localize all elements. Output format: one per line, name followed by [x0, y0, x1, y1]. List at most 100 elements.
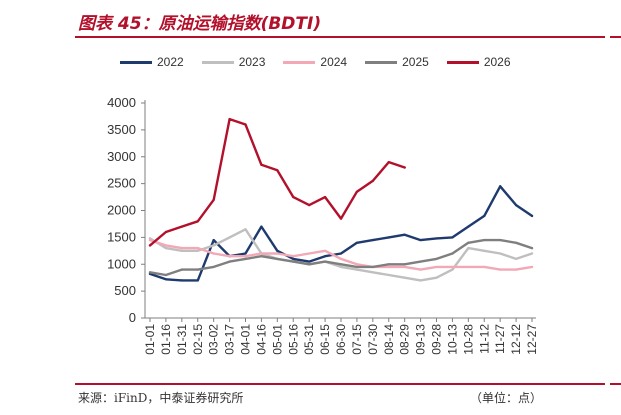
legend-swatch [120, 60, 152, 64]
data-point-2022 [387, 236, 390, 239]
data-point-2026 [355, 190, 359, 193]
data-point-2025 [228, 260, 231, 263]
legend-label: 2025 [402, 55, 429, 69]
legend-label: 2022 [157, 55, 184, 69]
data-point-2024 [292, 255, 295, 258]
y-tick-label: 3000 [107, 149, 136, 164]
data-point-2025 [483, 238, 486, 242]
data-point-2025 [260, 255, 263, 258]
x-tick-label: 01-16 [159, 324, 173, 355]
x-tick-label: 07-30 [366, 324, 380, 355]
data-point-2026 [323, 195, 327, 199]
y-tick-label: 4000 [107, 95, 136, 110]
data-point-2022 [403, 233, 406, 236]
data-point-2023 [164, 247, 168, 250]
y-tick-label: 1000 [107, 256, 136, 271]
data-point-2022 [355, 241, 359, 244]
data-point-2022 [467, 225, 470, 228]
data-point-2023 [339, 265, 343, 269]
data-point-2025 [308, 263, 311, 266]
data-point-2025 [148, 271, 152, 274]
data-point-2023 [244, 228, 247, 231]
data-point-2024 [387, 265, 390, 269]
data-point-2022 [419, 238, 422, 242]
data-point-2022 [244, 252, 247, 255]
data-point-2025 [514, 241, 518, 244]
y-tick-label: 1500 [107, 229, 136, 244]
data-point-2026 [212, 198, 215, 201]
legend-label: 2023 [238, 55, 266, 69]
data-point-2022 [514, 204, 518, 207]
data-point-2024 [355, 263, 359, 266]
data-point-2026 [148, 244, 152, 247]
data-point-2026 [228, 118, 231, 121]
data-point-2022 [323, 255, 327, 258]
data-point-2024 [435, 265, 438, 269]
x-tick-label: 12-12 [509, 324, 523, 355]
x-tick-label: 01-31 [175, 324, 189, 355]
x-tick-label: 07-15 [350, 324, 364, 355]
data-point-2023 [228, 236, 231, 239]
data-point-2025 [292, 260, 295, 263]
title-rule [75, 36, 605, 38]
x-tick-label: 05-31 [302, 324, 316, 355]
data-point-2026 [164, 230, 168, 234]
x-tick-label: 03-02 [207, 324, 221, 355]
data-point-2024 [212, 252, 215, 255]
data-point-2023 [212, 244, 215, 247]
legend-swatch [283, 60, 316, 64]
data-point-2025 [419, 260, 422, 263]
data-point-2026 [180, 225, 183, 228]
legend-swatch [446, 60, 479, 64]
data-point-2023 [180, 249, 183, 252]
data-point-2022 [371, 238, 374, 242]
data-point-2024 [244, 255, 247, 258]
data-point-2023 [387, 273, 390, 277]
x-tick-label: 04-16 [254, 324, 268, 355]
data-point-2022 [260, 225, 263, 228]
data-point-2025 [180, 268, 183, 271]
data-point-2025 [339, 263, 343, 266]
data-point-2023 [435, 276, 438, 279]
data-point-2023 [371, 271, 374, 274]
legend-item-2024: 2024 [283, 55, 347, 69]
legend-label: 2026 [483, 55, 511, 69]
data-point-2024 [419, 268, 422, 271]
data-point-2026 [260, 163, 263, 166]
legend-swatch [365, 60, 398, 64]
data-point-2022 [499, 185, 502, 188]
data-point-2026 [403, 166, 406, 169]
data-point-2023 [403, 276, 406, 279]
data-point-2025 [323, 260, 327, 263]
x-tick-label: 11-27 [493, 324, 507, 354]
legend-item-2022: 2022 [120, 55, 184, 69]
x-tick-label: 06-30 [334, 324, 348, 355]
x-tick-label: 08-29 [398, 324, 412, 355]
data-point-2024 [196, 247, 199, 250]
legend-item-2025: 2025 [365, 55, 429, 69]
y-tick-label: 3500 [107, 122, 136, 137]
data-point-2023 [514, 257, 518, 260]
data-point-2023 [467, 247, 470, 250]
data-point-2023 [530, 252, 534, 255]
series-line-2026 [148, 117, 406, 247]
data-point-2022 [196, 279, 199, 282]
data-point-2022 [276, 249, 279, 252]
x-tick-label: 11-12 [477, 324, 491, 354]
data-point-2024 [451, 265, 454, 269]
x-tick-label: 09-13 [414, 324, 428, 355]
data-point-2023 [355, 268, 359, 271]
data-point-2026 [196, 220, 199, 223]
data-point-2025 [371, 265, 374, 269]
data-point-2025 [244, 257, 247, 260]
data-point-2022 [164, 278, 168, 281]
x-tick-label: 01-01 [143, 324, 157, 355]
data-point-2024 [148, 238, 152, 242]
data-point-2023 [483, 249, 486, 252]
data-point-2025 [196, 268, 199, 271]
data-point-2024 [514, 268, 518, 271]
x-tick-label: 08-14 [382, 324, 396, 355]
data-point-2025 [435, 257, 438, 260]
data-point-2025 [467, 241, 470, 244]
